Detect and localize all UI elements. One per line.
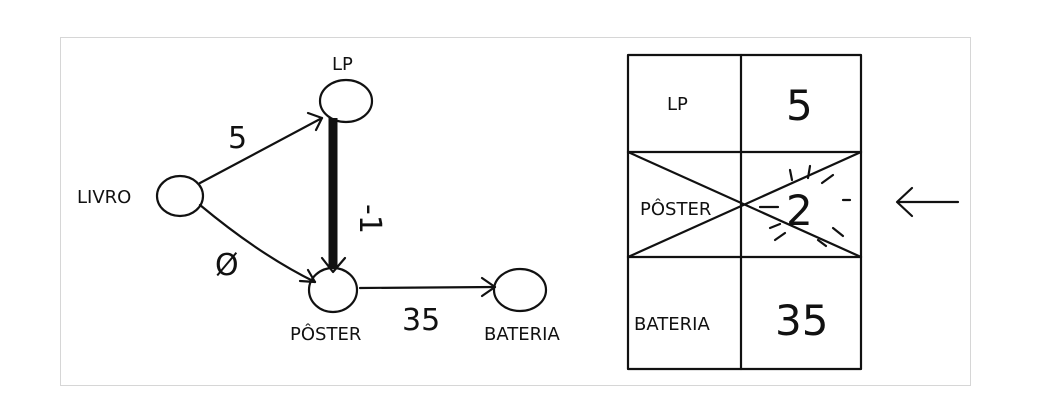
node-label-bateria: BATERIA [484, 324, 560, 345]
table-row-poster-cost: 2 [786, 186, 813, 235]
figure-frame [60, 37, 971, 386]
table-row-lp-cost: 5 [786, 81, 813, 130]
edge-livro-lp [198, 111, 324, 185]
edge-label-lp-poster: -1 [352, 204, 387, 234]
edge-livro-poster [198, 203, 317, 284]
table-row-lp-node: LP [667, 94, 688, 115]
node-bateria [492, 267, 548, 313]
node-label-poster: PÔSTER [290, 323, 361, 345]
edge-lp-poster [320, 118, 347, 274]
table-row-poster-node: PÔSTER [640, 198, 711, 220]
node-label-livro: LIVRO [77, 187, 131, 208]
table-border [626, 53, 863, 371]
table-row-bateria-node: BATERIA [634, 314, 710, 335]
edge-label-livro-poster: Ø [215, 248, 239, 283]
table-row-bateria-cost: 35 [775, 296, 828, 345]
node-livro [155, 174, 205, 218]
cross-out-mark [626, 150, 863, 259]
node-lp [318, 78, 374, 124]
cost-table: LP 5 PÔSTER 2 BATERIA 35 [626, 53, 863, 371]
node-poster [307, 266, 359, 314]
edge-label-poster-bateria: 35 [402, 303, 440, 338]
graph: 5 Ø -1 35 LIVRO LP PÔSTER BATERIA [77, 54, 560, 345]
left-arrow-icon [895, 186, 960, 218]
highlight-sparkles [758, 164, 852, 248]
node-label-lp: LP [332, 54, 353, 75]
edge-label-livro-lp: 5 [228, 121, 247, 156]
edge-poster-bateria [358, 276, 497, 298]
